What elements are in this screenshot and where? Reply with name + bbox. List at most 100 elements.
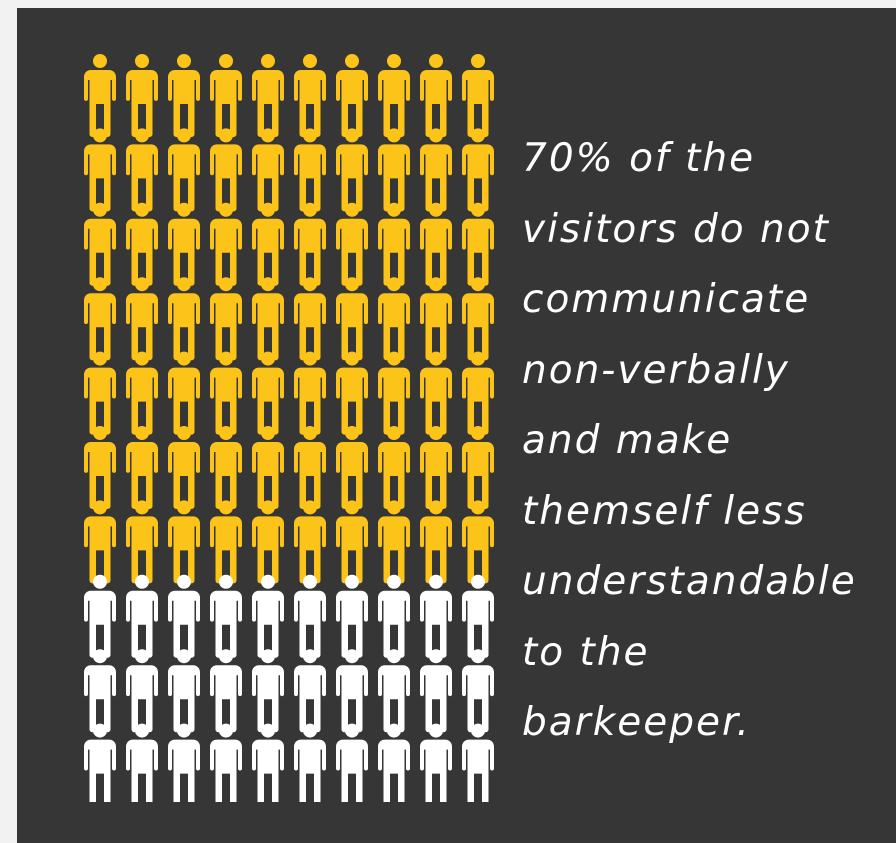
person-icon [126,54,158,137]
person-icon [168,574,200,658]
person-icon [294,649,326,733]
person-icon [462,649,494,733]
person-icon [168,426,200,509]
person-icon [252,723,284,802]
person-icon [252,128,284,212]
person-icon [84,426,116,509]
person-icon [294,54,326,137]
person-icon [84,277,116,361]
person-icon [126,277,158,361]
person-icon [420,649,452,733]
person-icon [378,723,410,802]
person-icon [462,202,494,286]
person-icon [294,202,326,286]
person-icon [336,128,368,212]
person-icon [210,128,242,212]
person-icon [168,723,200,802]
person-icon [210,426,242,509]
person-icon [126,723,158,802]
person-icon [336,500,368,584]
person-icon [294,277,326,361]
person-icon [378,128,410,212]
person-icon [336,351,368,435]
person-icon [252,426,284,509]
person-icon [420,54,452,137]
person-icon [168,277,200,361]
statistic-caption: 70% of the visitors do not communicate n… [522,124,894,759]
person-icon [378,426,410,509]
person-icon [84,500,116,584]
person-icon [168,202,200,286]
person-icon [84,202,116,286]
person-icon [210,723,242,802]
person-icon [420,500,452,584]
person-icon [420,128,452,212]
caption-line: understandable [522,559,857,604]
person-icon [168,128,200,212]
person-icon [252,202,284,286]
person-pictogram-chart [84,54,494,802]
person-icon [252,500,284,584]
person-icon [336,54,368,137]
person-icon [462,723,494,802]
caption-line: 70% of the [522,136,756,181]
person-icon [252,277,284,361]
person-icon [126,351,158,435]
person-icon [420,277,452,361]
person-icon [210,54,242,137]
person-icon [336,649,368,733]
person-icon [84,574,116,658]
person-icon [462,426,494,509]
person-icon [462,128,494,212]
person-icon [126,574,158,658]
person-icon [210,574,242,658]
caption-line: and make [522,418,733,463]
person-icon [294,723,326,802]
caption-line: to the [522,629,650,675]
person-icon [126,202,158,286]
person-icon [378,54,410,137]
person-icon [210,649,242,733]
person-icon [126,500,158,584]
person-icon [462,54,494,137]
person-icon [336,426,368,509]
person-icon [336,202,368,286]
person-icon [336,574,368,658]
caption-line: barkeeper. [522,700,751,745]
person-icon [126,426,158,509]
caption-line: themself less [522,488,807,534]
person-icon [294,351,326,435]
person-icon [294,128,326,212]
infographic-panel: 70% of the visitors do not communicate n… [17,8,896,843]
person-icon [126,128,158,212]
person-icon [336,277,368,361]
person-icon [420,723,452,802]
person-icon [462,351,494,435]
person-icon [420,426,452,509]
person-icon [84,649,116,733]
person-icon [378,574,410,658]
person-icon [84,723,116,802]
person-icon [378,277,410,361]
person-icon [210,202,242,286]
person-icon [84,54,116,137]
person-icon [420,202,452,286]
person-icon [168,54,200,137]
person-icon [378,500,410,584]
person-icon [420,351,452,435]
person-icon [378,649,410,733]
person-icon [420,574,452,658]
person-icon [378,351,410,435]
caption-line: visitors do not [522,206,830,252]
person-icon [252,574,284,658]
person-icon [252,351,284,435]
caption-line: non-verbally [522,347,790,393]
person-icon [462,500,494,584]
person-icon [210,277,242,361]
person-icon [84,128,116,212]
person-icon [210,351,242,435]
person-icon [210,500,242,584]
caption-line: communicate [522,277,811,322]
person-icon [294,426,326,509]
person-icon [294,500,326,584]
